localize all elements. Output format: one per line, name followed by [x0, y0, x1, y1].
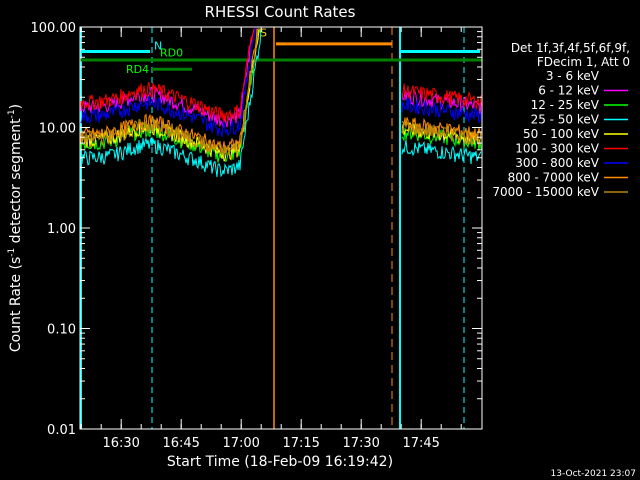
x-tick-label: 16:45	[162, 436, 199, 451]
y-tick-label: 1.00	[47, 222, 76, 237]
x-tick-label: 17:45	[402, 436, 439, 451]
x-axis: 16:30 16:45 17:00 17:15 17:30 17:45	[80, 27, 462, 451]
series-line-8-post	[401, 121, 482, 146]
legend-label-2: 12 - 25 keV	[531, 98, 600, 112]
series-line-6-post	[401, 97, 482, 124]
x-tick-label: 17:00	[222, 436, 259, 451]
series-line-8-pre	[79, 28, 262, 158]
series-line-7-post	[401, 117, 482, 142]
legend-label-5: 100 - 300 keV	[515, 142, 599, 156]
legend-label-4: 50 - 100 keV	[523, 127, 600, 141]
series-line-5-post	[401, 83, 482, 111]
saa-label: S	[260, 27, 267, 40]
series-line-1-pre	[79, 28, 262, 128]
rd0-label: RD0	[160, 46, 183, 59]
legend-header-2: FDecim 1, Att 0	[537, 55, 630, 69]
night-label: N	[154, 39, 162, 52]
legend-label-7: 800 - 7000 keV	[508, 171, 600, 185]
legend-label-0: 3 - 6 keV	[546, 69, 600, 83]
y-tick-label: 10.00	[39, 122, 76, 137]
x-tick-label: 17:30	[342, 436, 379, 451]
legend-label-3: 25 - 50 keV	[531, 113, 600, 127]
legend-label-1: 6 - 12 keV	[538, 84, 600, 98]
series-line-6-pre	[79, 28, 262, 137]
legend-label-6: 300 - 800 keV	[515, 156, 599, 170]
plot-area: N S RD0 RD4	[79, 27, 482, 429]
y-axis: 100.00 10.00 1.00 0.10 0.01	[31, 21, 482, 438]
y-tick-label: 0.10	[47, 323, 76, 338]
chart-title: RHESSI Count Rates	[205, 3, 356, 21]
y-tick-label: 100.00	[31, 21, 77, 36]
series-line-1-post	[401, 89, 482, 115]
series-line-3-post	[401, 140, 482, 165]
footer-date: 13-Oct-2021 23:07	[551, 469, 636, 479]
y-tick-label: 0.01	[47, 423, 76, 438]
legend-header-1: Det 1f,3f,4f,5f,6f,9f,	[511, 41, 630, 55]
series-line-5-pre	[79, 28, 262, 123]
legend: Det 1f,3f,4f,5f,6f,9f, FDecim 1, Att 0 3…	[492, 41, 630, 199]
series-line-3-pre	[79, 28, 263, 178]
legend-label-8: 7000 - 15000 keV	[492, 185, 599, 199]
rd4-label: RD4	[126, 63, 149, 76]
x-axis-label: Start Time (18-Feb-09 16:19:42)	[167, 454, 393, 470]
y-axis-label: Count Rate (s-1 detector segment-1)	[7, 104, 24, 352]
x-tick-label: 17:15	[282, 436, 319, 451]
x-tick-label: 16:30	[102, 436, 139, 451]
